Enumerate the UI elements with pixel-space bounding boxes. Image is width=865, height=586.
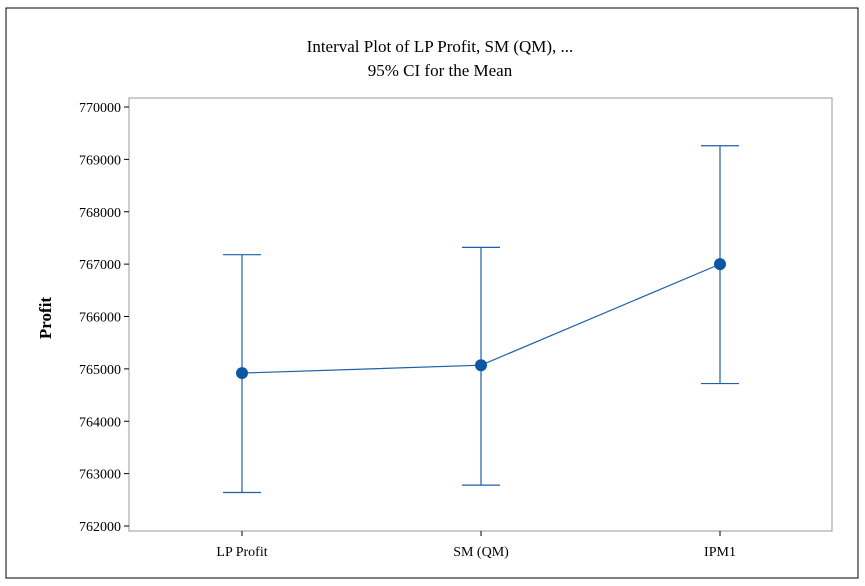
y-tick-label: 770000 [79,101,121,116]
x-tick-label: SM (QM) [453,545,509,560]
mean-point [475,359,487,372]
y-tick-label: 763000 [79,468,121,483]
mean-point [236,367,248,380]
figure-frame [5,7,859,579]
x-tick-label: IPM1 [704,545,736,560]
y-tick-label: 767000 [79,258,121,273]
y-tick-label: 765000 [79,363,121,378]
y-axis-label: Profit [36,297,55,340]
y-tick-label: 764000 [79,415,121,430]
chart-marks: 762000 763000 764000 765000 766000 767000 7680… [79,101,739,560]
chart-title: Interval Plot of LP Profit, SM (QM), ... [307,37,574,56]
chart-subtitle: 95% CI for the Mean [368,61,513,80]
y-tick-label: 769000 [79,153,121,168]
x-tick-label: LP Profit [216,545,267,560]
y-tick-label: 768000 [79,206,121,221]
y-tick-label: 762000 [79,520,121,535]
mean-point [714,258,726,271]
y-tick-label: 766000 [79,311,121,326]
